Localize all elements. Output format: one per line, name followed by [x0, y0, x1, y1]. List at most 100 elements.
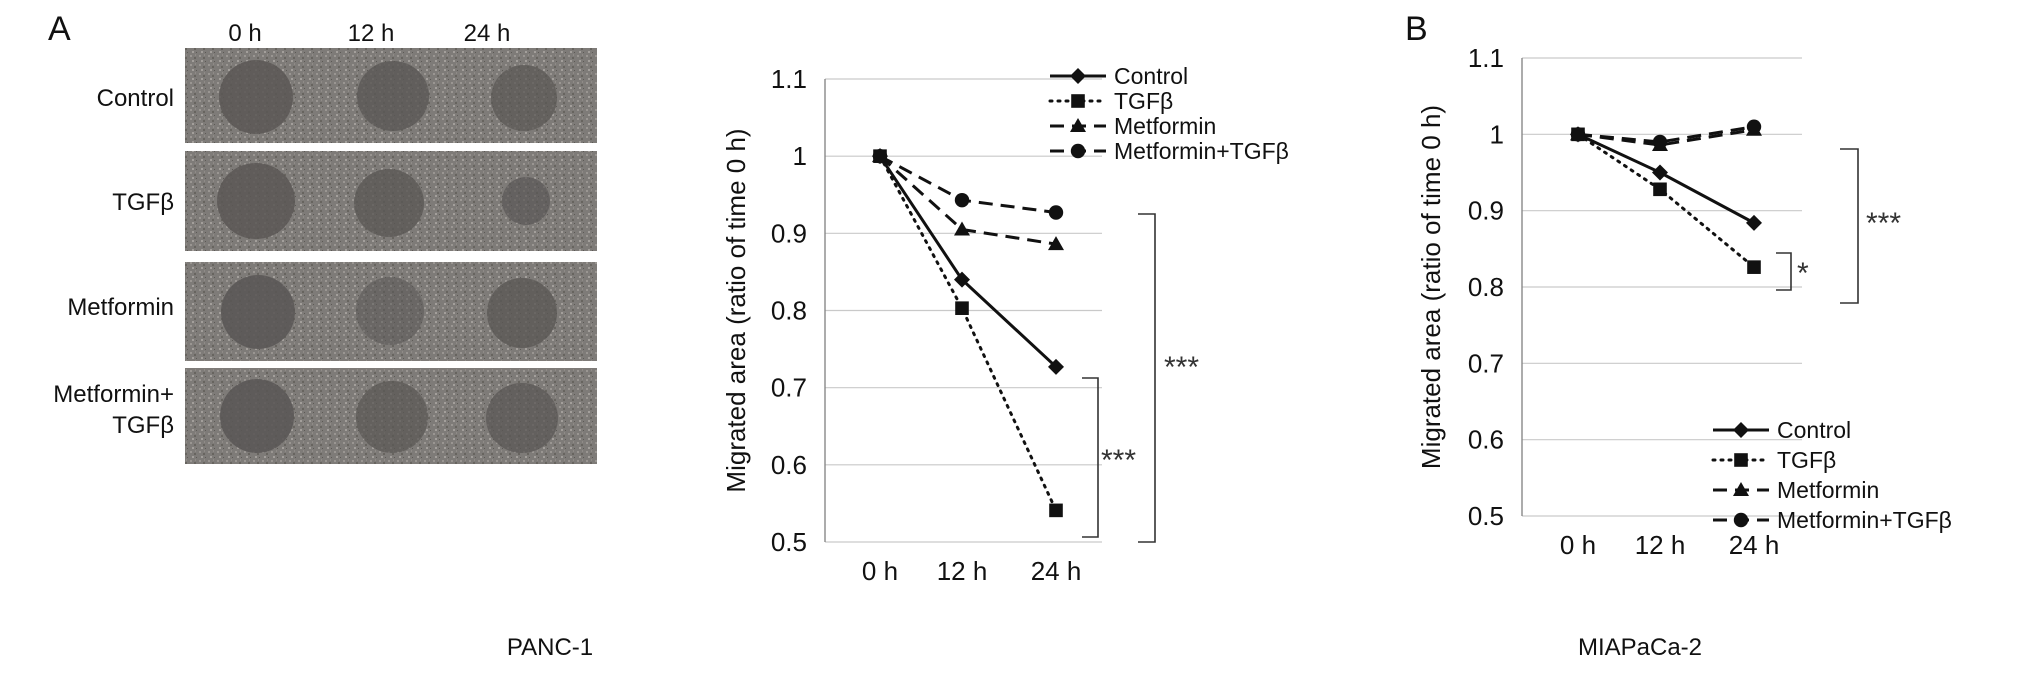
micrograph-grid [185, 48, 597, 464]
significance-brackets-miapaca2: *** * [1776, 148, 1901, 304]
micrograph-row-control [185, 48, 597, 143]
data-point [872, 148, 888, 164]
y-tick-label: 1 [1490, 119, 1504, 149]
data-point [954, 192, 970, 208]
row-label-tgfb: TGFβ [112, 189, 174, 216]
wound-area-0h [217, 163, 295, 239]
x-tick-label: 12 h [937, 556, 988, 586]
x-tick-label: 0 h [1560, 530, 1596, 560]
y-tick-label: 1.1 [1468, 43, 1504, 73]
panel-b-letter: B [1405, 10, 1428, 48]
data-point [1747, 260, 1761, 274]
legend-marker [1733, 512, 1749, 528]
col-label-12h: 12 h [348, 20, 395, 47]
row-label-metformin-tgfb-line2: TGFβ [112, 412, 174, 439]
wound-area-12h [356, 381, 428, 453]
y-tick-label: 0.7 [1468, 348, 1504, 378]
significance-inner: * [1797, 257, 1809, 290]
data-point [954, 221, 970, 236]
legend-entry: TGFβ [1777, 447, 1836, 473]
row-label-metformin: Metformin [67, 294, 174, 321]
bracket-inner [1082, 377, 1099, 538]
legend-marker [1070, 143, 1086, 159]
data-point [1048, 236, 1064, 251]
legend-marker [1733, 422, 1749, 438]
data-point [1652, 164, 1668, 181]
x-tick-label: 12 h [1635, 530, 1686, 560]
y-axis-label: Migrated area (ratio of time 0 h) [721, 128, 751, 492]
row-labels: Control TGFβ Metformin Metformin+ TGFβ [53, 85, 174, 439]
legend-entry: Metformin+TGFβ [1777, 507, 1952, 533]
y-tick-label: 0.7 [771, 373, 807, 403]
legend-entry: Control [1114, 63, 1188, 89]
bracket-inner [1776, 252, 1792, 291]
y-tick-label: 0.5 [1468, 501, 1504, 531]
y-tick-label: 0.6 [771, 450, 807, 480]
data-point [955, 301, 969, 315]
row-label-control: Control [97, 85, 174, 112]
significance-outer: *** [1866, 207, 1901, 240]
legend-entry: Metformin [1114, 113, 1216, 139]
data-point [1746, 119, 1762, 134]
y-tick-label: 1.1 [771, 64, 807, 94]
y-tick-label: 0.9 [1468, 196, 1504, 226]
col-label-0h: 0 h [228, 20, 261, 47]
data-point [1652, 134, 1668, 150]
micrograph-row-metformin-tgfb [185, 368, 597, 464]
legend-marker [1070, 118, 1086, 132]
x-tick-label: 24 h [1031, 556, 1082, 586]
chart-panc1: 0.5 0.6 0.7 0.8 0.9 1 1.1 0 h 12 h 24 h Migrated a… [721, 63, 1289, 586]
x-tick-label: 0 h [862, 556, 898, 586]
column-labels: 0 h 12 h 24 h [228, 20, 510, 47]
wound-area-24h [502, 177, 550, 225]
series-line-0 [878, 155, 1058, 368]
legend-entry: Metformin [1777, 477, 1879, 503]
legend-marker [1733, 482, 1749, 496]
wound-area-24h [487, 278, 557, 348]
data-point [954, 271, 970, 288]
y-axis-label: Migrated area (ratio of time 0 h) [1416, 105, 1446, 469]
y-tick-label: 0.9 [771, 218, 807, 248]
data-point [1049, 503, 1063, 518]
y-tick-label: 1 [793, 141, 807, 171]
y-tick-label: 0.6 [1468, 425, 1504, 455]
col-label-24h: 24 h [464, 20, 511, 47]
bracket-outer [1840, 148, 1859, 304]
wound-area-24h [491, 65, 557, 131]
data-point [1746, 214, 1762, 231]
legend-marker [1734, 453, 1748, 467]
series-line-1 [878, 154, 1058, 512]
bracket-outer [1138, 213, 1156, 543]
data-point [1570, 127, 1586, 142]
wound-area-12h [357, 61, 429, 131]
legend-entry: Metformin+TGFβ [1114, 138, 1289, 164]
cell-line-label-miapaca2: MIAPaCa-2 [1578, 634, 1702, 661]
wound-area-24h [486, 383, 558, 453]
micrograph-row-metformin [185, 262, 597, 361]
row-label-metformin-tgfb-line1: Metformin+ [53, 381, 174, 408]
chart-miapaca2: 0.5 0.6 0.7 0.8 0.9 1 1.1 0 h 12 h 24 h Migrated a… [1416, 43, 1952, 560]
legend-entry: Control [1777, 417, 1851, 443]
y-tick-label: 0.8 [1468, 272, 1504, 302]
wound-area-0h [221, 275, 295, 349]
legend-entry: TGFβ [1114, 88, 1173, 114]
x-tick-label: 24 h [1729, 530, 1780, 560]
wound-area-0h [220, 379, 294, 453]
legend-marker [1071, 94, 1085, 108]
data-point [1653, 182, 1667, 197]
series-line-1 [1576, 132, 1756, 269]
legend-marker [1070, 68, 1086, 84]
y-tick-label: 0.8 [771, 296, 807, 326]
significance-brackets-panc1: *** *** [1082, 213, 1199, 543]
wound-area-12h [354, 169, 424, 237]
series-line-3 [1577, 125, 1755, 144]
y-tick-label: 0.5 [771, 527, 807, 557]
significance-inner: *** [1101, 444, 1136, 477]
wound-area-0h [219, 60, 293, 134]
cell-line-label-panc1: PANC-1 [507, 634, 593, 661]
data-point [1048, 358, 1064, 375]
micrograph-row-tgfb [185, 151, 597, 251]
wound-area-12h [356, 277, 424, 345]
panel-a-letter: A [48, 10, 71, 48]
